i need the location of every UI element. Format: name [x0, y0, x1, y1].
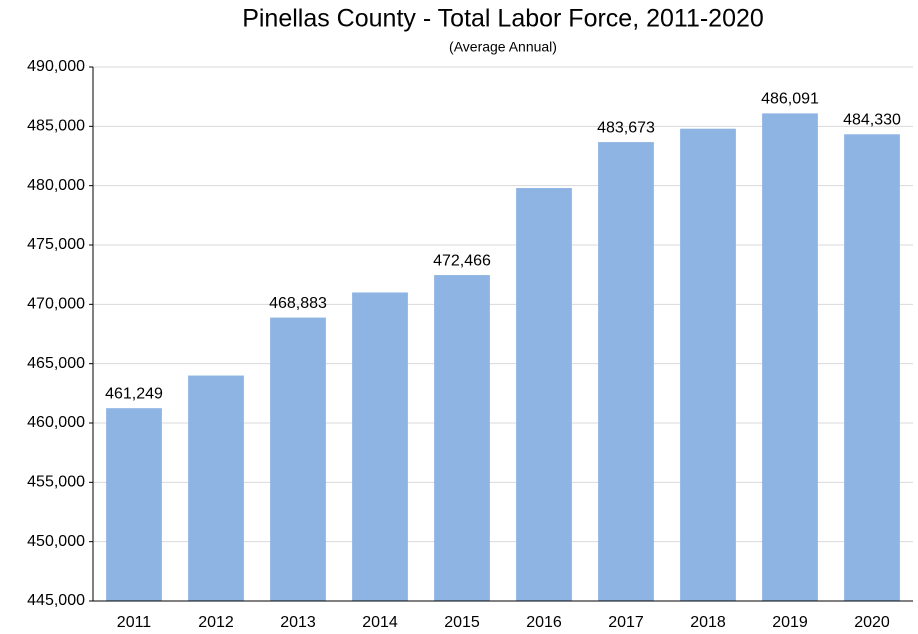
y-tick-label: 455,000	[27, 474, 85, 491]
x-tick-label: 2016	[526, 614, 562, 631]
y-tick-label: 460,000	[27, 414, 85, 431]
data-label: 486,091	[761, 91, 819, 108]
data-label: 468,883	[269, 295, 327, 312]
y-tick-label: 480,000	[27, 177, 85, 194]
chart-title: Pinellas County - Total Labor Force, 201…	[242, 5, 764, 33]
bar	[270, 317, 326, 601]
data-label: 484,330	[843, 112, 901, 129]
bar	[680, 128, 736, 601]
x-tick-label: 2013	[280, 614, 316, 631]
data-label: 461,249	[105, 385, 163, 402]
x-tick-label: 2019	[772, 614, 808, 631]
bar	[106, 408, 162, 601]
x-tick-label: 2012	[198, 614, 234, 631]
bar	[762, 113, 818, 601]
bar	[598, 142, 654, 602]
bar	[188, 375, 244, 601]
bar	[844, 134, 900, 601]
y-tick-label: 445,000	[27, 592, 85, 609]
y-tick-label: 450,000	[27, 533, 85, 550]
x-tick-label: 2015	[444, 614, 480, 631]
bar	[516, 188, 572, 602]
data-label: 483,673	[597, 119, 655, 136]
x-tick-label: 2018	[690, 614, 726, 631]
data-label: 472,466	[433, 252, 491, 269]
x-tick-label: 2020	[854, 614, 890, 631]
bar	[434, 275, 490, 601]
y-tick-label: 475,000	[27, 236, 85, 253]
x-tick-label: 2017	[608, 614, 644, 631]
y-tick-label: 470,000	[27, 296, 85, 313]
x-tick-label: 2011	[117, 614, 152, 631]
y-tick-label: 490,000	[27, 58, 85, 75]
y-tick-label: 485,000	[27, 118, 85, 135]
chart-subtitle: (Average Annual)	[449, 39, 557, 55]
bar	[352, 292, 408, 601]
x-tick-label: 2014	[362, 614, 398, 631]
y-tick-label: 465,000	[27, 355, 85, 372]
